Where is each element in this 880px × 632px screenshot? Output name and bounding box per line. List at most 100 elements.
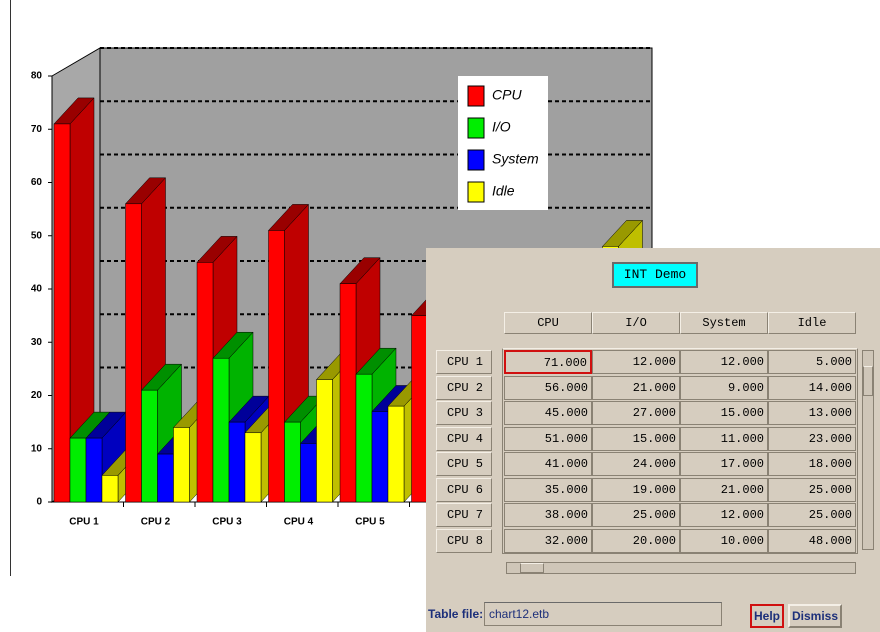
table-cell[interactable]: 48.000 [768,528,856,553]
row-label: CPU 6 [436,477,492,502]
table-cell[interactable]: 12.000 [680,503,768,527]
bar-side [355,257,381,503]
table-cell[interactable]: 25.000 [768,503,856,527]
y-tick-label: 30 [31,337,43,348]
table-cell[interactable]: 5.000 [768,350,856,374]
table-cell[interactable]: 24.000 [592,452,680,476]
bar-side [371,347,397,503]
bar [244,432,262,503]
table-cell[interactable]: 15.000 [592,426,680,451]
bar [339,283,357,503]
bar [300,443,317,503]
bar-side [173,427,198,503]
row-label: CPU 4 [436,426,492,451]
table-cell[interactable]: 41.000 [504,452,592,476]
table-cell[interactable]: 45.000 [504,401,592,425]
dialog: INT Demo CPU I/O System Idle CPU 1 71.000 12.00… [426,248,880,632]
bar [284,421,301,503]
bar-side [212,235,238,503]
table-cell[interactable]: 18.000 [768,452,856,476]
table-cell[interactable]: 21.000 [680,477,768,502]
bar-top [85,411,127,439]
y-tick-label: 20 [31,390,43,401]
bar-top [156,427,199,455]
table-cell[interactable]: 14.000 [768,375,856,400]
bar [268,230,285,503]
table-cell[interactable]: 25.000 [768,477,856,502]
table-cell[interactable]: 11.000 [680,426,768,451]
table-cell[interactable]: 12.000 [592,350,680,374]
bar-top [53,97,95,125]
table-cell[interactable]: 20.000 [592,528,680,553]
bar-side [403,379,429,503]
x-tick-label: CPU 2 [141,517,171,528]
table-cell[interactable]: 15.000 [680,401,768,425]
bar-top [228,395,270,423]
table-cell[interactable]: 17.000 [680,452,768,476]
y-tick-label: 60 [31,177,43,188]
table-cell[interactable]: 12.000 [680,350,768,374]
row-label: CPU 3 [436,401,492,425]
row-label: CPU 8 [436,528,492,553]
table-cell[interactable]: 21.000 [592,375,680,400]
vertical-scrollbar [862,350,874,550]
help-button[interactable]: Help [750,604,784,628]
table-cell[interactable]: 35.000 [504,477,592,502]
dialog-title: INT Demo [612,262,698,288]
bar-side [316,416,341,503]
bar-top [124,177,167,205]
bar [101,475,119,503]
table-cell[interactable]: 71.000 [504,350,592,374]
table-cell[interactable]: 23.000 [768,426,856,451]
table-cell[interactable]: 10.000 [680,528,768,553]
bar-side [228,331,254,503]
bar-top [172,401,215,428]
scroll-thumb [863,366,873,396]
table-cell[interactable]: 9.000 [680,375,768,400]
legend-swatch [467,85,485,107]
bar-side [387,384,413,503]
bar [141,389,158,503]
bar [371,411,389,503]
y-tick-label: 80 [31,71,43,82]
bar [125,203,142,503]
scroll-thumb [520,563,544,573]
bar-side [300,395,325,503]
bar-side [117,448,143,503]
table-cell[interactable]: 56.000 [504,375,592,400]
column-header: System [680,312,768,334]
bar-side [260,406,286,503]
bar-top [69,411,111,439]
legend-label: I/O [492,119,511,135]
table-cell[interactable]: 25.000 [592,503,680,527]
bar-side [284,203,309,503]
bar-top [601,220,644,247]
bar [228,421,246,503]
legend-label: Idle [492,183,515,199]
table-cell[interactable]: 13.000 [768,401,856,425]
bar-side [69,97,95,503]
file-input[interactable]: chart12.etb [484,602,722,626]
legend-label: CPU [492,87,522,103]
bar [196,262,214,503]
table-cell[interactable]: 38.000 [504,503,592,527]
bar [212,357,230,503]
table-cell[interactable]: 27.000 [592,401,680,425]
bar-side [332,352,357,503]
bar-top [315,353,358,380]
table-cell[interactable]: 19.000 [592,477,680,502]
bar-side [189,400,214,503]
x-tick-label: CPU 4 [284,517,314,528]
bar-top [299,417,342,444]
bar-top [101,449,143,476]
y-tick-label: 10 [31,443,43,454]
row-label: CPU 5 [436,452,492,476]
table-frame [502,348,858,554]
dismiss-button[interactable]: Dismiss [788,604,842,628]
bar [387,405,405,503]
table-cell[interactable]: 32.000 [504,528,592,553]
file-label: Table file: [428,607,484,621]
column-header: Idle [768,312,856,334]
table-cell[interactable]: 51.000 [504,426,592,451]
bar-top [267,204,310,231]
